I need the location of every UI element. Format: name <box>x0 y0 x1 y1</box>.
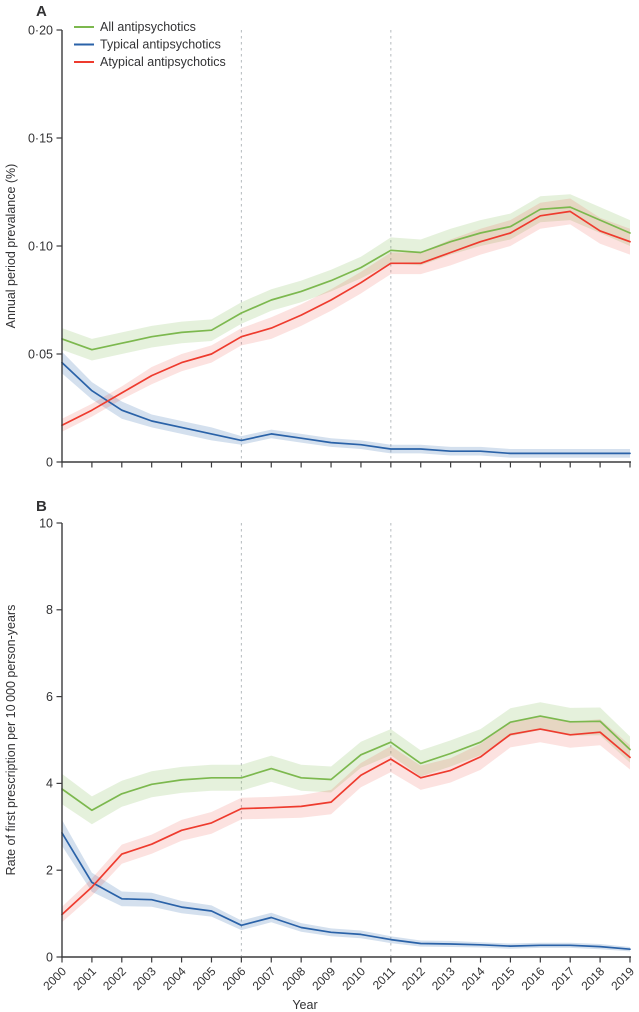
panel-a-y-axis-title: Annual period prevalance (%) <box>4 164 18 329</box>
panel-a-line-typical <box>61 361 631 455</box>
x-axis-title: Year <box>292 998 317 1012</box>
panel-b-x-tick-label-2009: 2009 <box>309 964 338 993</box>
legend-label-typical-antipsychotics: Typical antipsychotics <box>100 38 221 52</box>
legend: All antipsychotics Typical antipsychotic… <box>74 20 226 69</box>
panel-b-x-tick-label-2015: 2015 <box>489 964 518 993</box>
panel-a-label: A <box>36 3 47 20</box>
panel-a-line-all <box>61 206 631 351</box>
panel-b-x-tick-label-2003: 2003 <box>130 964 159 993</box>
panel-a-y-tick-label: 0·05 <box>28 347 53 361</box>
panel-a-y-tick-label: 0·15 <box>28 131 53 145</box>
panel-b-y-axis-title: Rate of first prescription per 10 000 pe… <box>4 605 18 876</box>
panel-b-y-tick-label: 10 <box>39 516 53 530</box>
legend-label-all-antipsychotics: All antipsychotics <box>100 20 196 34</box>
panel-b-ci-band-atypical <box>62 716 630 923</box>
panel-b-y-tick-label: 0 <box>46 950 53 964</box>
panel-b-x-tick-label-2011: 2011 <box>370 964 398 992</box>
panel-b-ci-band-all <box>62 702 630 825</box>
panel-b-x-tick-label-2019: 2019 <box>608 964 637 993</box>
panel-b-y-tick-label: 4 <box>46 777 53 791</box>
panel-b-x-tick-label-2005: 2005 <box>190 964 219 993</box>
panel-a-y-tick-label: 0·20 <box>28 23 53 37</box>
panel-b-line-all <box>61 715 631 812</box>
panel-b-x-tick-label-2007: 2007 <box>250 964 279 993</box>
legend-label-atypical-antipsychotics: Atypical antipsychotics <box>100 55 226 69</box>
panel-b-x-tick-label-2004: 2004 <box>160 964 189 993</box>
panel-b-y-tick-label: 2 <box>46 864 53 878</box>
panel-b-x-tick-label-2000: 2000 <box>40 964 69 993</box>
panel-b-x-tick-label-2012: 2012 <box>399 964 428 993</box>
panel-b-x-tick-label-2018: 2018 <box>578 964 607 993</box>
panel-b-x-tick-label-2013: 2013 <box>429 964 458 993</box>
panel-a: 0 0·05 0·10 0·15 0·20 <box>28 23 631 469</box>
plots-group: 0 0·05 0·10 0·15 0·20 0 2 4 6 8 10 2000 2001 2002 2003… <box>28 23 637 993</box>
panel-b-line-atypical <box>61 728 631 916</box>
panel-a-ci-band-atypical <box>62 198 630 432</box>
panel-b-x-tick-label-2002: 2002 <box>100 964 129 993</box>
panel-b-y-tick-label: 8 <box>46 603 53 617</box>
panel-b-x-tick-label-2010: 2010 <box>339 964 368 993</box>
panel-b-x-tick-label-2006: 2006 <box>220 964 249 993</box>
panel-b-x-tick-label-2014: 2014 <box>459 964 488 993</box>
panel-a-y-tick-label: 0 <box>46 455 53 469</box>
panel-b-x-tick-label-2016: 2016 <box>519 964 548 993</box>
panel-a-y-tick-label: 0·10 <box>28 239 53 253</box>
panel-a-ci-band-all <box>62 194 630 361</box>
panel-b-label: B <box>36 498 47 515</box>
panel-b-y-tick-label: 6 <box>46 690 53 704</box>
panel-a-line-atypical <box>61 210 631 427</box>
panel-b-x-tick-label-2001: 2001 <box>70 964 99 993</box>
panel-a-ci-band-typical <box>62 351 630 458</box>
panel-b-x-tick-label-2017: 2017 <box>549 964 578 993</box>
panel-b-x-tick-label-2008: 2008 <box>279 964 308 993</box>
panel-b-line-typical <box>61 832 631 951</box>
